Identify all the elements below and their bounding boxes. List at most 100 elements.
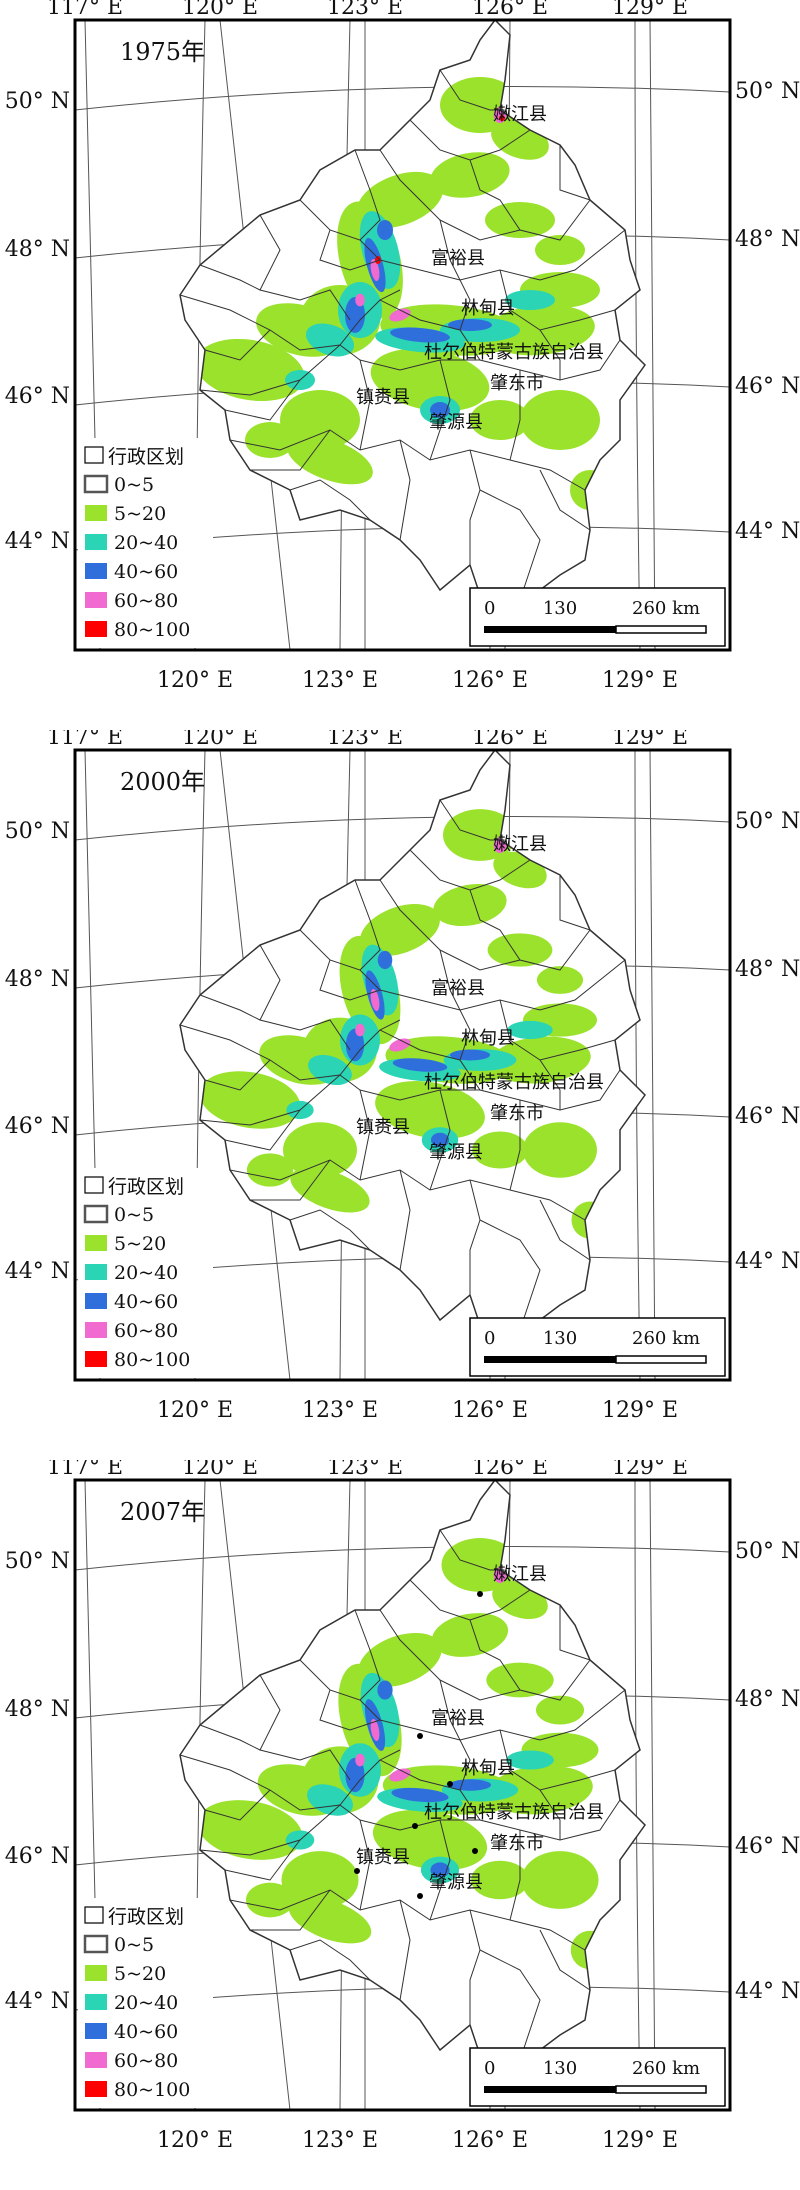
lat-tick-right: 44° N	[735, 519, 800, 544]
legend-swatch	[85, 2081, 107, 2097]
lon-tick-top: 123° E	[327, 0, 403, 20]
scale-label: 260 km	[632, 598, 700, 619]
scale-label: 130	[543, 598, 577, 619]
place-label: 嫩江县	[493, 104, 547, 125]
scale-label: 0	[484, 2058, 495, 2079]
lat-tick-right: 44° N	[735, 1249, 800, 1274]
place-label: 镇赉县	[356, 1847, 410, 1868]
legend-swatch	[85, 1264, 107, 1280]
lat-tick-right: 44° N	[735, 1979, 800, 2004]
basin-region	[179, 748, 646, 1331]
lon-tick-top: 123° E	[327, 1460, 403, 1480]
lon-tick-top: 120° E	[182, 730, 258, 750]
lat-tick-left: 48° N	[5, 237, 70, 262]
lat-tick-left: 44° N	[5, 1259, 70, 1284]
lat-tick-left: 44° N	[5, 1989, 70, 2014]
legend-item-label: 5~20	[114, 1233, 166, 1255]
map-frame	[73, 18, 732, 652]
map-frame	[73, 1478, 732, 2112]
legend-swatch	[83, 1934, 109, 1954]
legend-title: 行政区划	[108, 1176, 184, 1198]
place-dot	[417, 1893, 423, 1899]
lon-tick-bottom: 126° E	[452, 2128, 528, 2153]
legend-swatch	[85, 2023, 107, 2039]
scale-label: 130	[543, 1328, 577, 1349]
lat-tick-left: 48° N	[5, 1697, 70, 1722]
legend-title: 行政区划	[108, 446, 184, 468]
scale-bar: 0 130 260 km	[469, 587, 726, 647]
lat-tick-left: 44° N	[5, 529, 70, 554]
place-label: 肇东市	[490, 1833, 544, 1854]
legend-item-label: 0~5	[114, 1204, 154, 1226]
legend-swatch	[85, 505, 107, 521]
place-dot	[447, 1781, 453, 1787]
legend-swatch	[85, 621, 107, 637]
lon-tick-top: 129° E	[612, 730, 688, 750]
place-label: 肇源县	[429, 412, 483, 433]
legend-item-label: 5~20	[114, 503, 166, 525]
lat-tick-right: 46° N	[735, 374, 800, 399]
lon-tick-bottom: 126° E	[452, 1398, 528, 1423]
place-label: 林甸县	[461, 1758, 515, 1779]
legend-swatch	[85, 1235, 107, 1251]
lon-tick-bottom: 120° E	[157, 1398, 233, 1423]
lon-tick-bottom: 120° E	[157, 2128, 233, 2153]
place-label: 镇赉县	[356, 1117, 410, 1138]
lat-tick-left: 46° N	[5, 384, 70, 409]
legend: 行政区划 0~5 5~20 20~40 40~60 60~80 80~100	[78, 1898, 213, 2108]
place-label: 林甸县	[461, 1028, 515, 1049]
legend-swatch	[84, 1906, 104, 1924]
lat-tick-right: 48° N	[735, 227, 800, 252]
lon-tick-top: 117° E	[47, 0, 123, 20]
lat-tick-left: 46° N	[5, 1844, 70, 1869]
legend-item-label: 60~80	[114, 2050, 178, 2072]
place-label: 杜尔伯特蒙古族自治县	[424, 1072, 604, 1093]
scale-label: 0	[484, 598, 495, 619]
legend-swatch	[85, 1351, 107, 1367]
legend-swatch	[83, 474, 109, 494]
legend-item-label: 80~100	[114, 2079, 190, 2101]
change-classes	[199, 809, 609, 1239]
place-label: 嫩江县	[493, 1564, 547, 1585]
lat-tick-left: 46° N	[5, 1114, 70, 1139]
place-label: 林甸县	[461, 298, 515, 319]
lon-tick-bottom: 123° E	[302, 2128, 378, 2153]
legend-item-label: 0~5	[114, 1934, 154, 1956]
place-label: 肇东市	[490, 373, 544, 394]
lon-tick-top: 117° E	[47, 730, 123, 750]
legend-item-label: 60~80	[114, 1320, 178, 1342]
legend: 行政区划 0~5 5~20 20~40 40~60 60~80 80~100	[78, 438, 213, 648]
lat-tick-right: 48° N	[735, 957, 800, 982]
year-label: 2000年	[120, 768, 205, 796]
lon-tick-bottom: 120° E	[157, 668, 233, 693]
lon-tick-top: 126° E	[472, 1460, 548, 1480]
legend-item-label: 20~40	[114, 1262, 178, 1284]
lat-tick-left: 50° N	[5, 89, 70, 114]
legend-swatch	[85, 1293, 107, 1309]
legend-item-label: 0~5	[114, 474, 154, 496]
legend-item-label: 60~80	[114, 590, 178, 612]
place-dot	[354, 1868, 360, 1874]
legend-swatch	[84, 1176, 104, 1194]
lat-tick-right: 50° N	[735, 79, 800, 104]
lon-tick-top: 129° E	[612, 0, 688, 20]
scale-label: 130	[543, 2058, 577, 2079]
legend-item-label: 20~40	[114, 532, 178, 554]
place-label: 杜尔伯特蒙古族自治县	[424, 342, 604, 363]
scale-bar: 0 130 260 km	[469, 1317, 726, 1377]
lon-tick-bottom: 129° E	[602, 668, 678, 693]
county-boundaries	[179, 799, 626, 1331]
lat-tick-right: 50° N	[735, 1539, 800, 1564]
legend-item-label: 5~20	[114, 1963, 166, 1985]
place-label: 镇赉县	[356, 387, 410, 408]
place-label: 杜尔伯特蒙古族自治县	[424, 1802, 604, 1823]
basin-region	[179, 1478, 646, 2061]
lon-tick-top: 126° E	[472, 0, 548, 20]
year-label: 2007年	[120, 1498, 205, 1526]
lon-tick-top: 120° E	[182, 0, 258, 20]
